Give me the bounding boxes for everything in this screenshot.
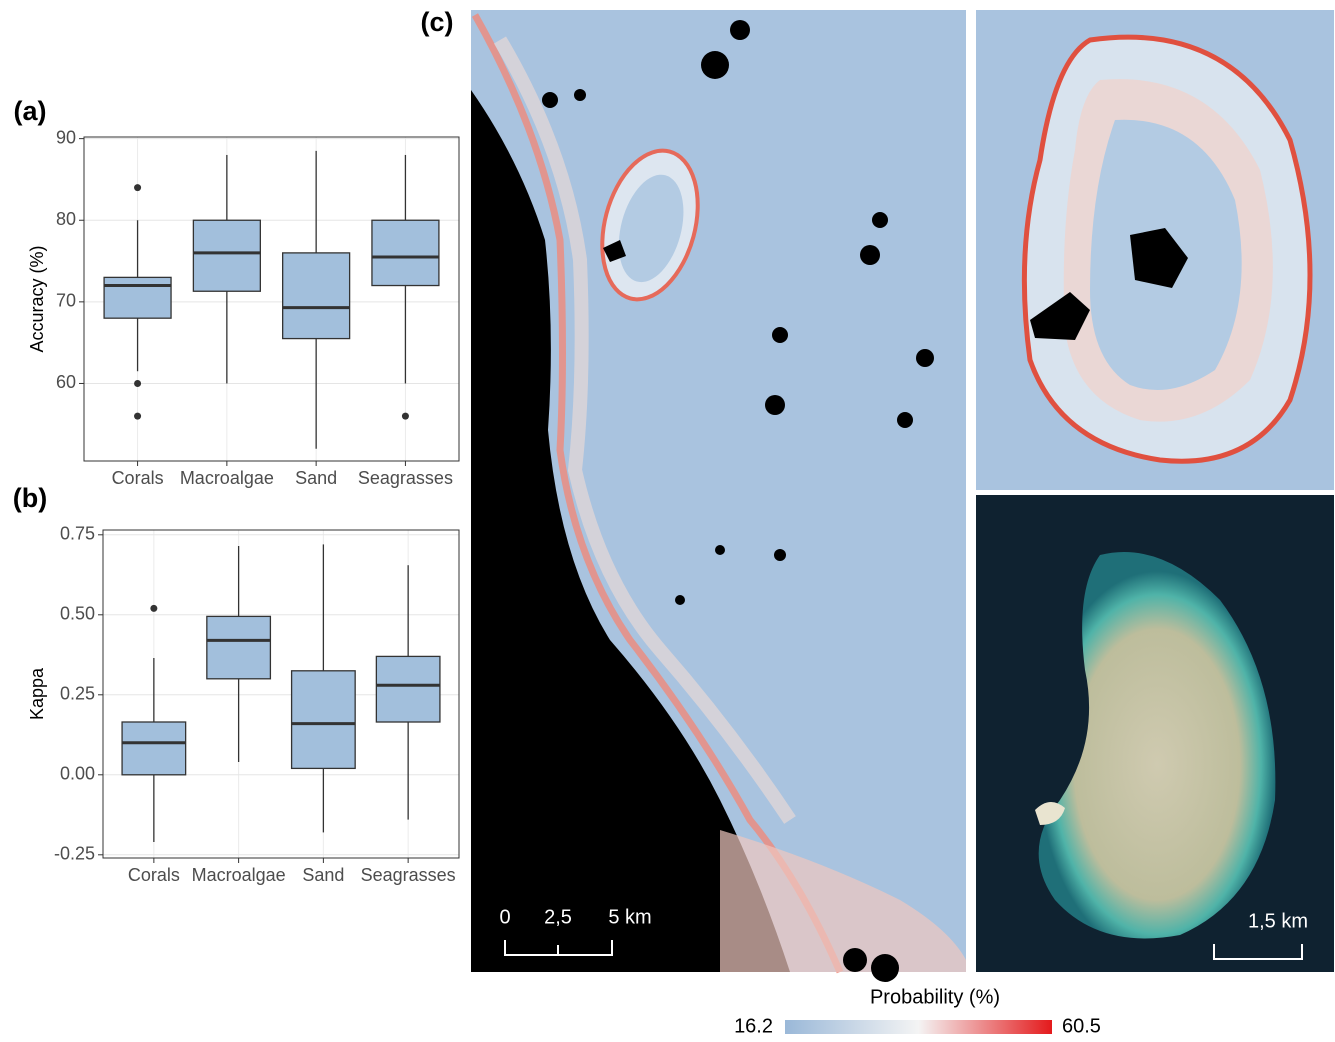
y-tick-label: 0.50: [60, 604, 95, 624]
y-tick-label: -0.25: [54, 844, 95, 864]
outlier: [134, 184, 141, 191]
main-map: 0 2,5 5 km: [471, 10, 966, 982]
scale-label: 5 km: [608, 906, 651, 928]
box: [104, 277, 171, 318]
y-tick-label: 80: [56, 209, 76, 229]
x-tick-label: Corals: [128, 865, 180, 885]
box: [207, 616, 271, 678]
y-tick-label: 70: [56, 291, 76, 311]
y-tick-label: 60: [56, 372, 76, 392]
y-tick-label: 0.00: [60, 764, 95, 784]
scale-label: 1,5 km: [1248, 910, 1308, 932]
x-tick-label: Sand: [302, 865, 344, 885]
y-axis-title: Accuracy (%): [27, 245, 47, 352]
x-tick-label: Macroalgae: [180, 468, 274, 488]
box: [193, 220, 260, 291]
box: [292, 671, 356, 769]
x-tick-label: Seagrasses: [361, 865, 456, 885]
x-tick-label: Sand: [295, 468, 337, 488]
y-tick-label: 90: [56, 127, 76, 147]
outlier: [150, 605, 157, 612]
panel-label: (b): [13, 483, 47, 513]
box: [122, 722, 186, 775]
box: [283, 253, 350, 339]
y-tick-label: 0.25: [60, 684, 95, 704]
colorbar-title: Probability (%): [870, 986, 1000, 1008]
x-tick-label: Seagrasses: [358, 468, 453, 488]
figure: 0 2,5 5 km 1,5 km (c) Probability (%) 16…: [0, 0, 1335, 1037]
y-axis-title: Kappa: [27, 667, 47, 720]
panel-label: (c): [421, 7, 454, 37]
x-tick-label: Corals: [112, 468, 164, 488]
colorbar-min: 16.2: [734, 1015, 773, 1037]
scale-label: 0: [499, 906, 510, 928]
outlier: [402, 413, 409, 420]
box: [376, 656, 440, 722]
colorbar: [785, 1020, 1052, 1034]
inset-map: [976, 10, 1334, 490]
satellite-image: 1,5 km: [976, 495, 1334, 972]
panel-label: (a): [14, 96, 47, 126]
scale-label: 2,5: [544, 906, 572, 928]
outlier: [134, 413, 141, 420]
x-tick-label: Macroalgae: [192, 865, 286, 885]
outlier: [134, 380, 141, 387]
colorbar-max: 60.5: [1062, 1015, 1101, 1037]
box: [372, 220, 439, 285]
y-tick-label: 0.75: [60, 524, 95, 544]
